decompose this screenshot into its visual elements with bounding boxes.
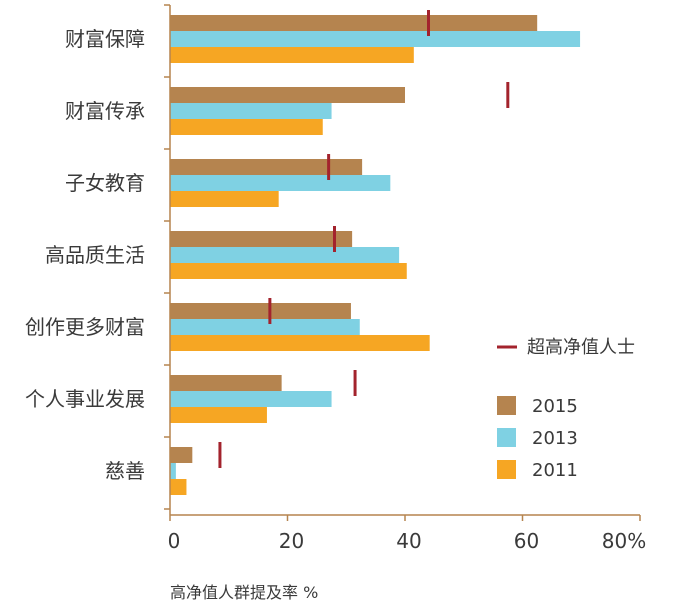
legend-swatch-2011	[497, 460, 516, 479]
bar-2013-5	[170, 391, 332, 407]
category-label-3: 高品质生活	[45, 243, 145, 267]
bar-2013-1	[170, 103, 332, 119]
x-axis-label: 高净值人群提及率 %	[170, 583, 318, 602]
category-label-0: 财富保障	[65, 27, 145, 51]
legend-label-2011: 2011	[532, 460, 578, 481]
bar-2011-3	[170, 263, 407, 279]
bar-2013-3	[170, 247, 400, 263]
bar-2013-6	[170, 463, 176, 479]
markers-layer	[218, 10, 510, 468]
bar-2015-5	[170, 375, 282, 391]
bar-2011-1	[170, 119, 323, 135]
bars-layer	[170, 15, 581, 495]
bar-2011-4	[170, 335, 430, 351]
legend-label-2015: 2015	[532, 396, 578, 417]
bar-2015-4	[170, 303, 351, 319]
x-tick-label-2: 40	[396, 529, 421, 553]
bar-2011-0	[170, 47, 414, 63]
category-label-5: 个人事业发展	[25, 387, 145, 411]
legend-marker-label: 超高净值人士	[527, 337, 635, 358]
x-tick-label-0: 0	[168, 529, 181, 553]
bar-2015-2	[170, 159, 363, 175]
bar-2015-0	[170, 15, 538, 31]
bar-2013-2	[170, 175, 391, 191]
legend-swatch-2013	[497, 428, 516, 447]
category-label-2: 子女教育	[65, 171, 145, 195]
category-label-4: 创作更多财富	[25, 315, 145, 339]
legend-swatch-2015	[497, 396, 516, 415]
x-tick-label-1: 20	[279, 529, 304, 553]
bar-2011-6	[170, 479, 187, 495]
category-label-6: 慈善	[105, 459, 145, 483]
x-tick-label-4: 80%	[602, 529, 646, 553]
category-label-1: 财富传承	[65, 99, 145, 123]
legend: 超高净值人士 2015 2013 2011	[497, 337, 635, 481]
bar-2015-1	[170, 87, 405, 103]
bar-2011-2	[170, 191, 279, 207]
x-tick-label-3: 60	[514, 529, 539, 553]
bar-2011-5	[170, 407, 267, 423]
bar-2013-4	[170, 319, 360, 335]
bar-2013-0	[170, 31, 581, 47]
axes-layer	[164, 4, 641, 521]
bar-2015-3	[170, 231, 353, 247]
bar-2015-6	[170, 447, 193, 463]
legend-label-2013: 2013	[532, 428, 578, 449]
